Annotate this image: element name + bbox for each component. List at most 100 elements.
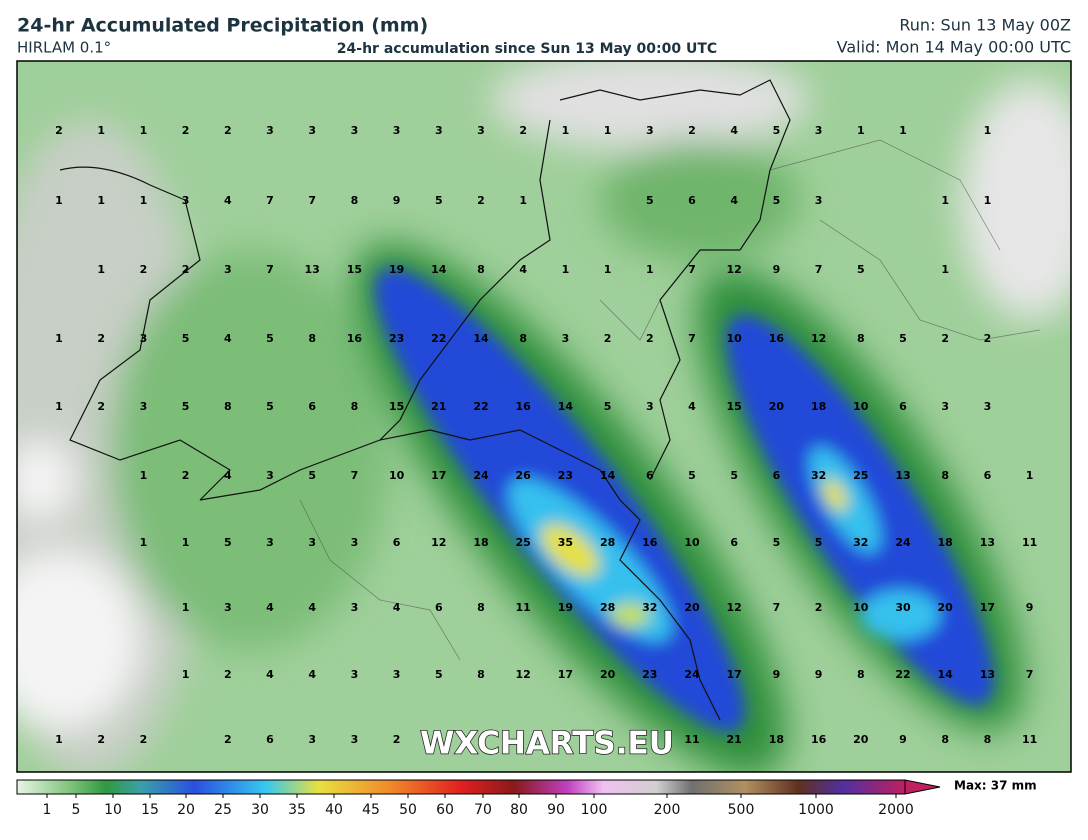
grid-value: 24 — [684, 668, 700, 681]
grid-value: 16 — [347, 332, 363, 345]
grid-value: 7 — [1026, 668, 1034, 681]
grid-value: 3 — [815, 124, 823, 137]
grid-value: 14 — [473, 332, 489, 345]
grid-value: 12 — [727, 601, 742, 614]
grid-value: 20 — [853, 733, 869, 746]
colorbar-tick-label: 500 — [728, 802, 755, 818]
grid-value: 21 — [431, 400, 446, 413]
grid-value: 7 — [351, 469, 359, 482]
grid-value: 2 — [224, 733, 232, 746]
grid-value: 2 — [604, 332, 612, 345]
grid-value: 3 — [224, 263, 232, 276]
grid-value: 1 — [97, 124, 105, 137]
grid-value: 1 — [1026, 469, 1034, 482]
grid-value: 5 — [308, 469, 316, 482]
grid-value: 26 — [516, 469, 532, 482]
colorbar-tick-label: 30 — [251, 802, 269, 818]
grid-value: 9 — [1026, 601, 1034, 614]
grid-value: 2 — [140, 733, 148, 746]
grid-value: 5 — [646, 194, 654, 207]
grid-value: 3 — [182, 194, 190, 207]
grid-value: 20 — [600, 668, 616, 681]
grid-value: 1 — [646, 263, 654, 276]
grid-value: 2 — [477, 194, 485, 207]
grid-value: 1 — [899, 124, 907, 137]
grid-value: 25 — [853, 469, 868, 482]
colorbar-tick-label: 45 — [362, 802, 380, 818]
grid-value: 1 — [55, 194, 63, 207]
grid-value: 5 — [224, 536, 232, 549]
colorbar-tick-label: 80 — [510, 802, 528, 818]
grid-value: 6 — [266, 733, 274, 746]
grid-value: 13 — [980, 536, 995, 549]
grid-value: 3 — [351, 733, 359, 746]
grid-value: 28 — [600, 601, 615, 614]
grid-value: 6 — [435, 601, 443, 614]
grid-value: 2 — [815, 601, 823, 614]
grid-value: 13 — [305, 263, 320, 276]
colorbar-tick-label: 60 — [436, 802, 454, 818]
grid-value: 7 — [308, 194, 316, 207]
grid-value: 1 — [140, 536, 148, 549]
grid-value: 23 — [642, 668, 657, 681]
grid-value: 17 — [431, 469, 446, 482]
colorbar-tick-label: 200 — [654, 802, 681, 818]
grid-value: 1 — [140, 194, 148, 207]
grid-value: 2 — [646, 332, 654, 345]
grid-value: 18 — [769, 733, 784, 746]
grid-value: 10 — [853, 601, 869, 614]
grid-value: 1 — [562, 124, 570, 137]
colorbar-tick-label: 2000 — [878, 802, 914, 818]
grid-value: 6 — [730, 536, 738, 549]
grid-value: 1 — [604, 263, 612, 276]
colorbar-tick-label: 15 — [141, 802, 159, 818]
grid-value: 7 — [688, 263, 696, 276]
grid-value: 1 — [97, 194, 105, 207]
grid-value: 32 — [811, 469, 826, 482]
grid-value: 3 — [435, 124, 443, 137]
grid-value: 15 — [389, 400, 404, 413]
grid-value: 4 — [266, 601, 274, 614]
grid-value: 15 — [347, 263, 362, 276]
grid-value: 2 — [55, 124, 63, 137]
grid-value: 11 — [684, 733, 699, 746]
grid-value: 8 — [308, 332, 316, 345]
grid-value: 3 — [224, 601, 232, 614]
grid-values: 2 1 1 2 2 3 3 3 3 3 3 2 1 1 3 2 4 5 3 1 1 11 1 1 3 4 7 7 8 9 5 2 1 5 6 4 5 3 1… — [55, 124, 1037, 746]
grid-value: 13 — [980, 668, 995, 681]
grid-value: 24 — [895, 536, 911, 549]
grid-value: 11 — [516, 601, 531, 614]
colorbar-tick-label: 100 — [581, 802, 608, 818]
grid-value: 3 — [308, 733, 316, 746]
grid-value: 2 — [97, 400, 105, 413]
grid-value: 8 — [984, 733, 992, 746]
grid-value: 3 — [815, 194, 823, 207]
colorbar-ticks: 1 5 10 15 20 25 30 35 40 45 50 60 70 80 90 100 200 500 100… — [43, 794, 914, 818]
grid-value: 2 — [97, 733, 105, 746]
grid-value: 3 — [393, 124, 401, 137]
grid-value: 2 — [984, 332, 992, 345]
grid-value: 8 — [477, 601, 485, 614]
grid-value: 22 — [895, 668, 910, 681]
grid-value: 19 — [558, 601, 573, 614]
grid-value: 4 — [519, 263, 527, 276]
grid-value: 23 — [389, 332, 404, 345]
grid-value: 2 — [182, 469, 190, 482]
grid-value: 3 — [351, 668, 359, 681]
grid-value: 3 — [941, 400, 949, 413]
grid-value: 8 — [477, 668, 485, 681]
grid-value: 1 — [182, 536, 190, 549]
colorbar-tick-label: 70 — [474, 802, 492, 818]
run-time: Run: Sun 13 May 00Z — [899, 16, 1071, 35]
grid-value: 4 — [224, 194, 232, 207]
grid-value: 20 — [769, 400, 785, 413]
grid-value: 3 — [351, 536, 359, 549]
grid-value: 8 — [857, 332, 865, 345]
grid-value: 3 — [646, 400, 654, 413]
grid-value: 16 — [642, 536, 658, 549]
grid-value: 24 — [473, 469, 489, 482]
grid-value: 4 — [393, 601, 401, 614]
grid-value: 5 — [182, 400, 190, 413]
colorbar-tick-label: 90 — [547, 802, 565, 818]
grid-value: 8 — [941, 469, 949, 482]
